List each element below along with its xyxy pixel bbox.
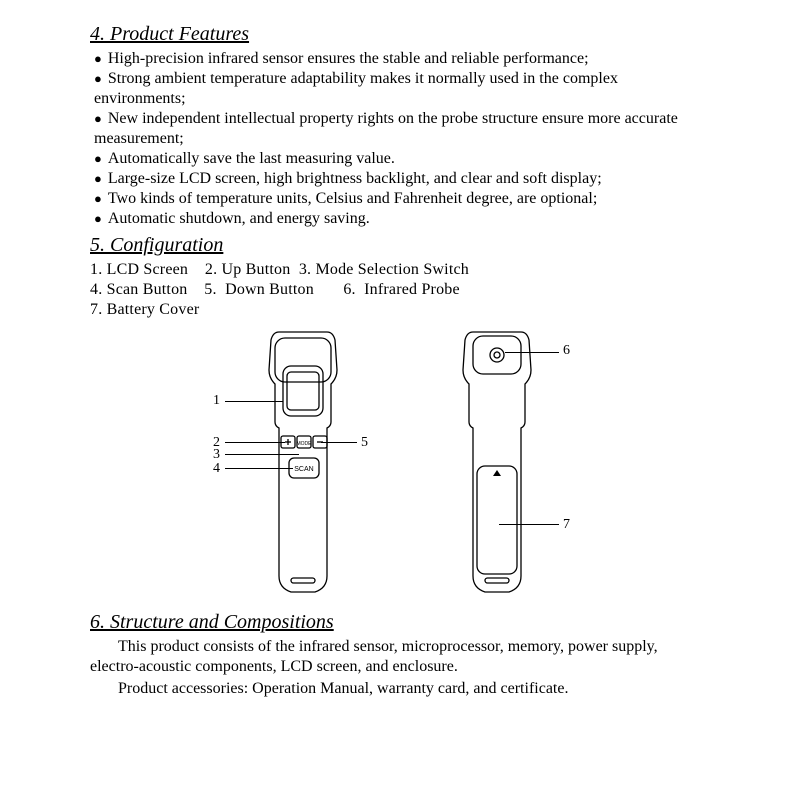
config-list: 1. LCD Screen 2. Up Button 3. Mode Selec… [90,260,710,320]
feature-item: Strong ambient temperature adaptability … [90,69,710,109]
feature-item: Large-size LCD screen, high brightness b… [90,169,710,189]
callout-6: 6 [563,342,570,360]
feature-item: Two kinds of temperature units, Celsius … [90,189,710,209]
mode-label: MODE [297,441,313,447]
config-row-1: 1. LCD Screen 2. Up Button 3. Mode Selec… [90,260,710,280]
device-front-view: MODE SCAN 1 2 3 4 5 [261,326,345,596]
config-row-2: 4. Scan Button 5. Down Button 6. Infrare… [90,280,710,300]
callout-1: 1 [213,392,220,410]
feature-item: Automatic shutdown, and energy saving. [90,209,710,229]
section-4-title: 4. Product Features [90,22,710,47]
feature-item: Automatically save the last measuring va… [90,149,710,169]
leader-7 [499,524,559,525]
features-list: High-precision infrared sensor ensures t… [90,49,710,229]
section-6-title: 6. Structure and Compositions [90,610,710,635]
leader-4 [225,468,293,469]
section-6-para-2: Product accessories: Operation Manual, w… [90,679,710,699]
leader-3 [225,454,299,455]
section-5-title: 5. Configuration [90,233,710,258]
leader-2 [225,442,285,443]
callout-7: 7 [563,516,570,534]
feature-item: High-precision infrared sensor ensures t… [90,49,710,69]
device-back-view: 6 7 [455,326,539,596]
leader-5 [321,442,357,443]
config-row-3: 7. Battery Cover [90,300,710,320]
device-diagram: MODE SCAN 1 2 3 4 5 [90,326,710,604]
callout-5: 5 [361,434,368,452]
section-6-para-1: This product consists of the infrared se… [90,637,710,677]
leader-1 [225,401,283,402]
device-back-svg [455,326,539,596]
device-front-svg: MODE SCAN [261,326,345,596]
feature-item: New independent intellectual property ri… [90,109,710,149]
leader-6 [505,352,559,353]
scan-label: SCAN [294,466,313,473]
callout-4: 4 [213,460,220,478]
